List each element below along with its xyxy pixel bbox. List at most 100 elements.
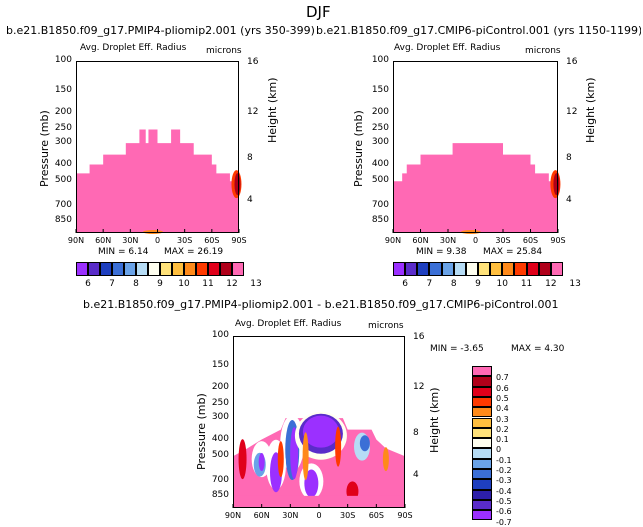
pressure-tick-label: 200	[54, 106, 72, 117]
latitude-tick-label: 30N	[282, 511, 299, 520]
colorbar-label: 0	[496, 445, 502, 455]
pressure-tick-label: 100	[211, 330, 229, 340]
pressure-tick-label: 250	[54, 123, 72, 134]
colorbar-label: 10	[496, 279, 509, 289]
colorbar-swatch	[472, 366, 492, 377]
cloud-region	[76, 129, 239, 233]
colorbar-swatch	[112, 262, 124, 276]
latitude-tick-label: 30N	[439, 236, 457, 245]
colorbar-label: 0.2	[496, 424, 509, 434]
latitude-tick-label: 30S	[177, 236, 193, 245]
latitude-tick-label: 90N	[224, 511, 242, 520]
positive-strong	[238, 439, 247, 480]
panel2-max: MAX = 25.84	[483, 247, 543, 257]
height-tick-label: 4	[247, 195, 253, 206]
colorbar-label: 7	[426, 279, 433, 289]
negative-core	[304, 469, 319, 498]
pressure-tick-label: 850	[54, 214, 72, 225]
colorbar-label: 13	[569, 279, 581, 289]
colorbar-label: 0.7	[496, 373, 509, 383]
colorbar-swatch	[208, 262, 220, 276]
latitude-tick-label: 60S	[204, 236, 220, 245]
colorbar-label: 0.5	[496, 393, 509, 403]
panel3-subtitle: Avg. Droplet Eff. Radius	[235, 319, 342, 329]
colorbar-swatch	[472, 499, 492, 511]
colorbar-swatch	[502, 262, 515, 276]
pressure-tick-label: 700	[371, 200, 389, 211]
colorbar-swatch	[100, 262, 112, 276]
panel3-ylabel-right: Height (km)	[428, 387, 441, 453]
height-tick-label: 4	[566, 195, 572, 206]
colorbar-label: 0.3	[496, 414, 509, 424]
colorbar-label: -0.5	[496, 496, 512, 506]
height-tick-label: 4	[413, 470, 419, 481]
pressure-tick-label: 250	[211, 398, 229, 409]
latitude-tick-label: 90S	[397, 511, 413, 520]
panel1-title: b.e21.B1850.f09_g17.PMIP4-pliomip2.001 (…	[6, 24, 315, 37]
pressure-tick-label: 500	[371, 175, 389, 186]
latitude-tick-label: 0	[154, 236, 161, 245]
colorbar-swatch	[472, 407, 492, 418]
colorbar-label: 0.4	[496, 404, 509, 414]
positive-strong	[277, 441, 284, 478]
height-tick-label: 16	[413, 331, 425, 342]
colorbar-swatch	[172, 262, 184, 276]
colorbar-swatch	[220, 262, 232, 276]
colorbar-label: 8	[133, 279, 139, 289]
pressure-tick-label: 200	[211, 381, 229, 392]
height-tick-label: 12	[413, 381, 425, 392]
colorbar-swatch	[453, 262, 466, 276]
cloud-region	[393, 143, 558, 233]
latitude-tick-label: 30N	[122, 236, 139, 245]
positive-surface	[233, 495, 405, 508]
colorbar-swatch	[472, 417, 492, 428]
colorbar-swatch	[393, 262, 406, 276]
pressure-tick-label: 300	[371, 137, 389, 148]
colorbar-label: 7	[109, 279, 115, 289]
latitude-tick-label: 90N	[384, 236, 402, 245]
colorbar-swatch	[550, 262, 563, 276]
panel3-min: MIN = -3.65	[430, 344, 484, 354]
panel1-min: MIN = 6.14	[98, 247, 149, 257]
colorbar-label: -0.2	[496, 466, 512, 475]
positive-moderate	[382, 447, 389, 472]
panel3-units: microns	[368, 321, 404, 331]
pressure-tick-label: 250	[371, 123, 389, 134]
latitude-tick-label: 60S	[522, 236, 539, 245]
pressure-tick-label: 500	[211, 450, 229, 461]
colorbar-swatch	[417, 262, 430, 276]
pressure-tick-label: 400	[211, 433, 229, 444]
panel2-title: b.e21.B1850.f09_g17.CMIP6-piControl.001 …	[316, 24, 641, 37]
colorbar-swatch	[472, 396, 492, 408]
latitude-tick-label: 30S	[340, 511, 356, 520]
colorbar-swatch	[465, 262, 478, 276]
panel3-max: MAX = 4.30	[511, 344, 565, 354]
pressure-tick-label: 150	[211, 360, 229, 371]
colorbar-swatch	[490, 262, 503, 276]
colorbar-label: 12	[545, 279, 557, 289]
colorbar-swatch	[472, 469, 492, 480]
colorbar-swatch	[526, 262, 539, 276]
panel2-units: microns	[525, 46, 561, 56]
colorbar-swatch	[405, 262, 418, 276]
latitude-tick-label: 60S	[368, 511, 384, 520]
figure-title: DJF	[306, 3, 331, 21]
colorbar-swatch	[472, 479, 492, 490]
colorbar-label: 6	[402, 279, 409, 289]
latitude-tick-label: 60N	[253, 511, 270, 520]
colorbar-swatch	[472, 438, 492, 449]
colorbar-swatch	[472, 427, 492, 439]
colorbar-swatch	[184, 262, 196, 276]
pressure-tick-label: 100	[54, 55, 72, 65]
colorbar-swatch	[148, 262, 160, 276]
colorbar-label: -0.6	[496, 507, 512, 517]
latitude-tick-label: 30S	[495, 236, 511, 245]
colorbar-label: 9	[475, 279, 481, 289]
colorbar-label: 11	[520, 279, 533, 289]
pressure-tick-label: 150	[54, 85, 72, 96]
pressure-tick-label: 700	[211, 475, 229, 486]
negative-region	[359, 435, 370, 452]
colorbar-swatch	[472, 386, 492, 397]
colorbar-swatch	[472, 510, 492, 521]
positive-moderate	[302, 432, 309, 481]
